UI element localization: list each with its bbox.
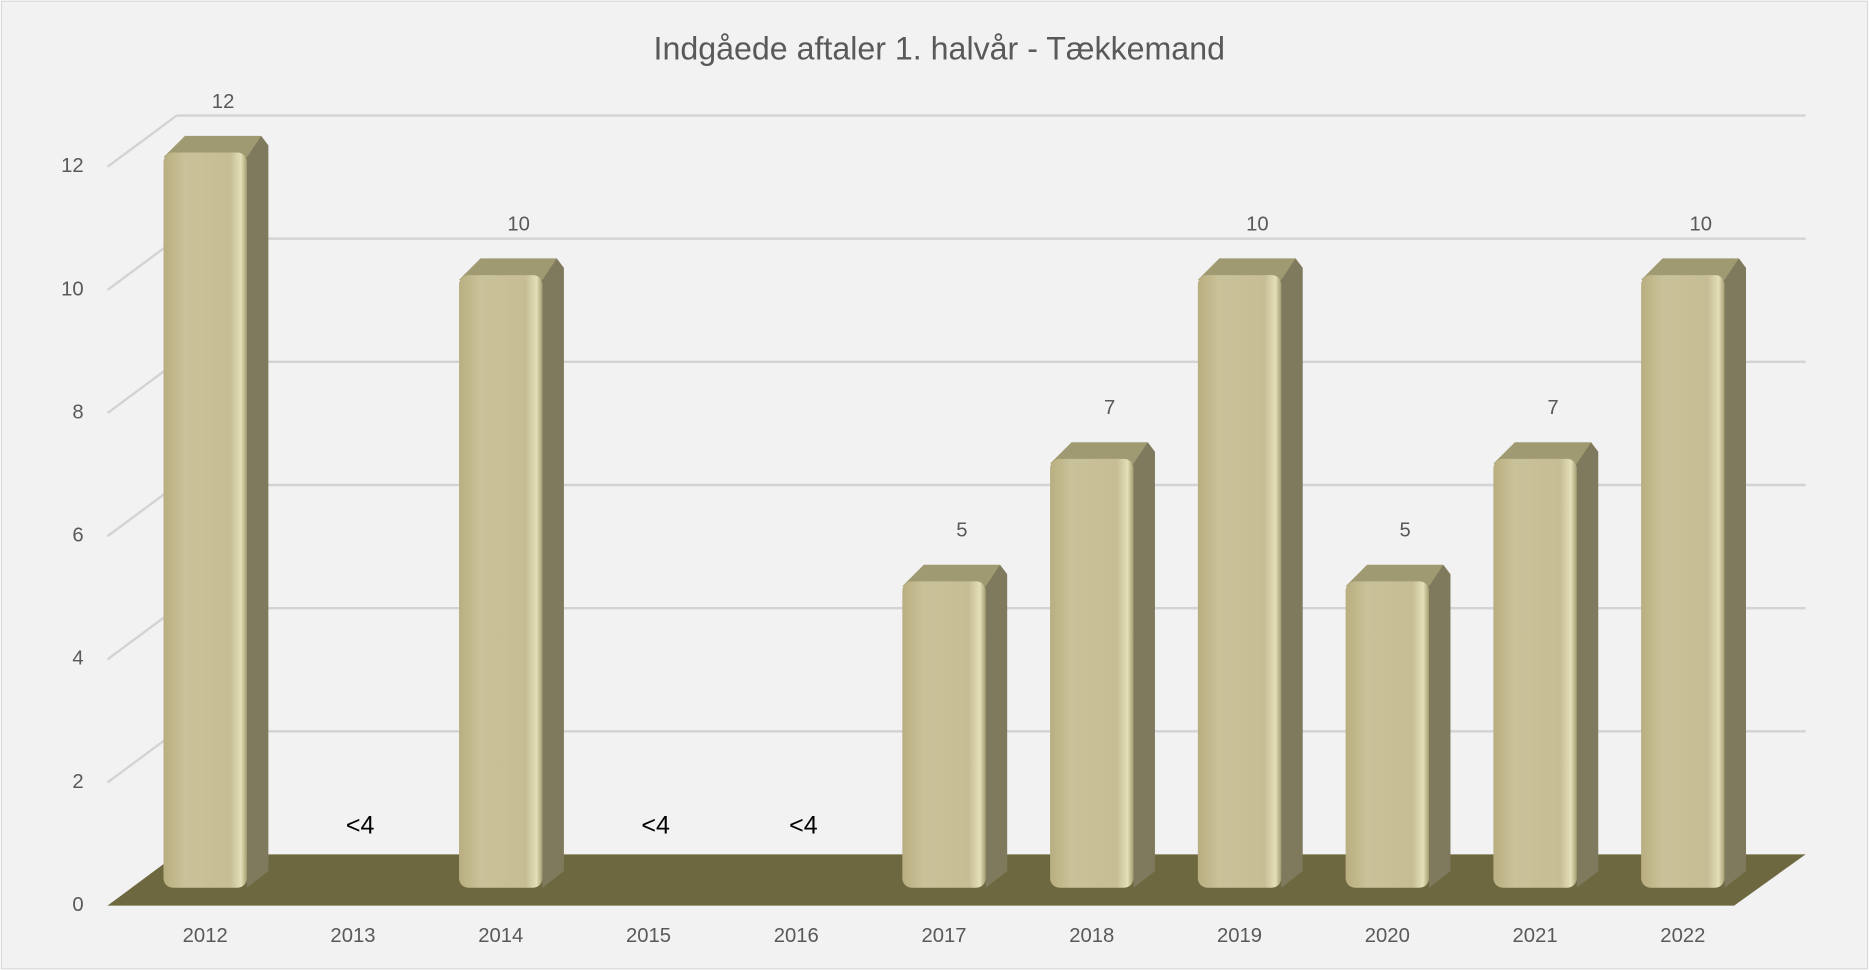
- x-tick-label: 2012: [183, 925, 228, 947]
- data-label: 5: [956, 520, 967, 542]
- chart-title: Indgåede aftaler 1. halvår - Tækkemand: [654, 31, 1225, 67]
- bar: [902, 581, 986, 888]
- bar: [1197, 275, 1282, 888]
- bar-top: [1641, 258, 1739, 280]
- y-tick-label: 6: [72, 525, 83, 547]
- data-label: <4: [346, 812, 375, 840]
- bar: [1641, 275, 1725, 888]
- data-label: 10: [507, 213, 530, 235]
- x-tick-label: 2013: [330, 925, 375, 947]
- x-tick-label: 2019: [1217, 925, 1262, 947]
- x-tick-label: 2016: [774, 925, 819, 947]
- y-tick-label: 8: [72, 401, 83, 423]
- bar-top: [163, 135, 262, 158]
- bar-top: [1050, 442, 1148, 464]
- bar: [1050, 458, 1134, 888]
- y-tick-label: 4: [72, 648, 83, 670]
- bar: [163, 152, 247, 888]
- data-label: 5: [1400, 520, 1411, 542]
- data-label: 7: [1104, 397, 1115, 419]
- bar-top: [459, 258, 557, 280]
- y-tick-label: 2: [72, 771, 83, 793]
- x-tick-label: 2017: [922, 925, 967, 947]
- data-label: <4: [789, 812, 818, 840]
- data-label: <4: [641, 812, 670, 840]
- data-label: 12: [212, 91, 235, 113]
- bar-top: [902, 564, 1001, 587]
- x-tick-label: 2015: [626, 925, 671, 947]
- x-tick-label: 2014: [478, 925, 523, 947]
- bar: [1345, 581, 1430, 888]
- x-tick-label: 2020: [1365, 925, 1410, 947]
- y-tick-label: 12: [61, 155, 84, 177]
- x-tick-label: 2022: [1660, 925, 1705, 947]
- y-tick-label: 10: [61, 278, 84, 300]
- bar-top: [1345, 564, 1444, 587]
- x-tick-label: 2018: [1069, 925, 1114, 947]
- grid-line: [106, 114, 178, 168]
- data-label: 10: [1246, 213, 1269, 235]
- y-tick-label: 0: [72, 894, 83, 916]
- data-label: 7: [1547, 397, 1558, 419]
- x-tick-label: 2021: [1513, 925, 1558, 947]
- bar-top: [1493, 442, 1592, 464]
- data-label: 10: [1689, 213, 1712, 235]
- bar: [1493, 458, 1577, 888]
- bar-top: [1197, 258, 1296, 280]
- bar: [459, 275, 543, 888]
